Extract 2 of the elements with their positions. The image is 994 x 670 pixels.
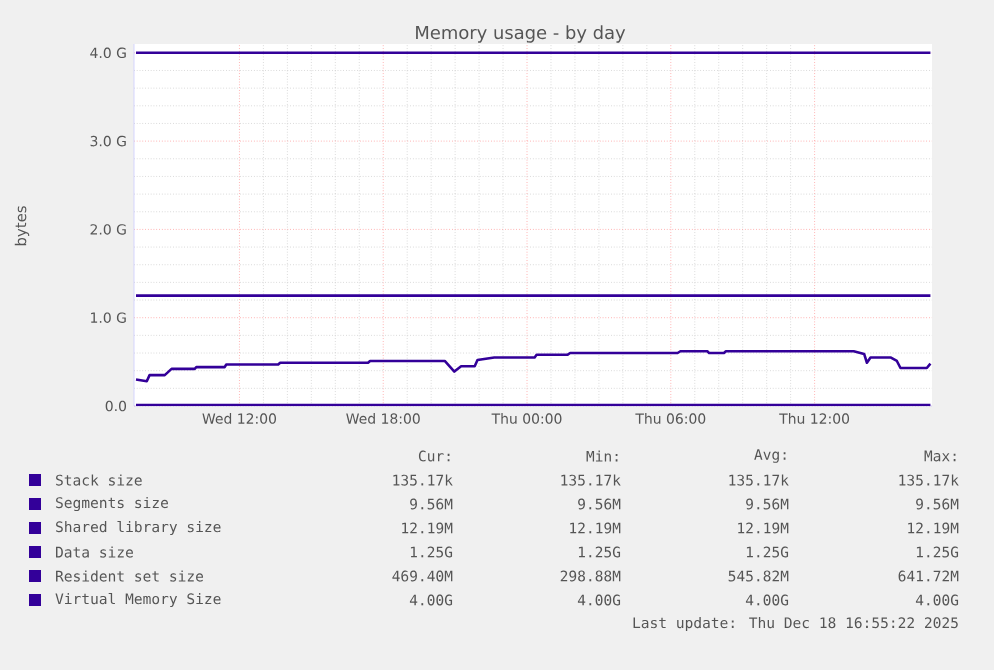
line-series bbox=[134, 349, 932, 383]
chart-title: Memory usage - by day bbox=[416, 25, 626, 43]
